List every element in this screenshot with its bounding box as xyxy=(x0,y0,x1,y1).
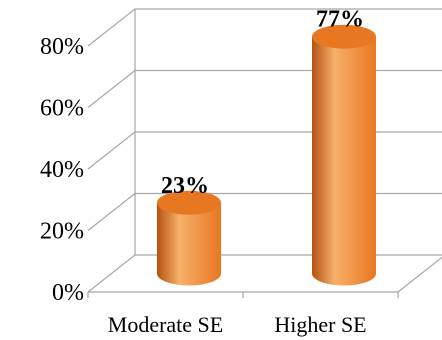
bar-top xyxy=(312,24,376,49)
x-axis-categories: Moderate SE Higher SE xyxy=(108,312,367,337)
bar-body xyxy=(312,36,376,286)
gridline xyxy=(87,254,442,293)
data-label: 23% xyxy=(161,173,209,199)
y-tick-label: 0% xyxy=(52,280,84,306)
gridline xyxy=(87,131,442,170)
bar-higher-se xyxy=(312,24,376,286)
y-tick-label: 20% xyxy=(40,219,84,245)
bars xyxy=(157,24,376,286)
gridline xyxy=(87,8,442,47)
y-tick-label: 80% xyxy=(40,34,84,60)
gridline xyxy=(87,192,442,231)
floor-right-edge xyxy=(397,256,442,293)
x-category-label: Moderate SE xyxy=(108,312,223,337)
bar-body xyxy=(157,202,221,286)
bar-moderate-se xyxy=(157,190,221,286)
bar-top xyxy=(157,190,221,215)
y-tick-label: 40% xyxy=(40,157,84,183)
y-axis-ticks: 0% 20% 40% 60% 80% xyxy=(40,34,84,306)
data-label: 77% xyxy=(316,7,364,33)
y-tick-label: 60% xyxy=(40,96,84,122)
gridline xyxy=(87,69,442,108)
grid-lines xyxy=(87,8,442,298)
x-category-label: Higher SE xyxy=(274,312,366,337)
data-labels: 23% 77% xyxy=(161,7,364,199)
